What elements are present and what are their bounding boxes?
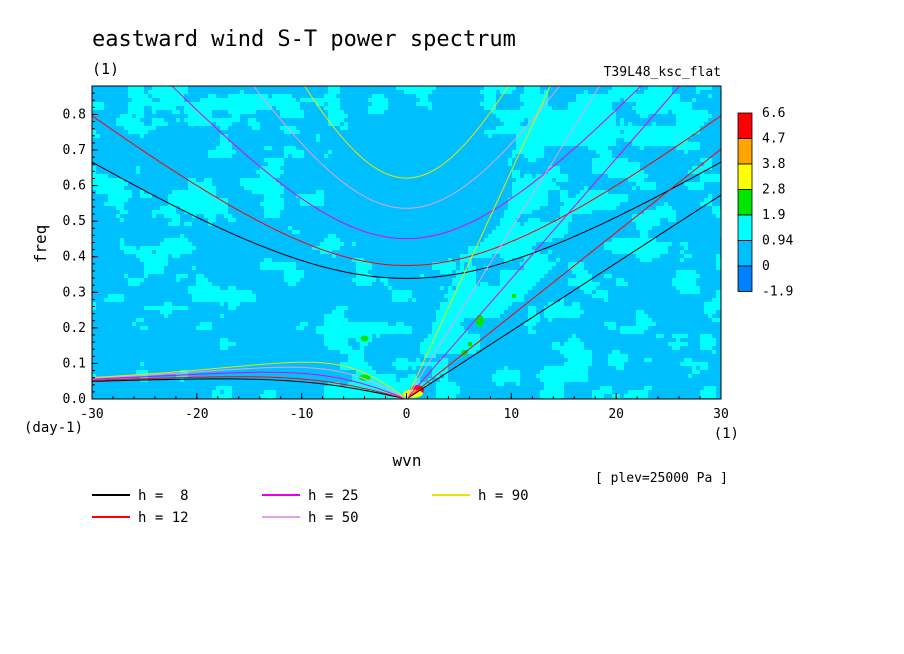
dispersion-curve-er-h25 [92,371,407,399]
x-tick-label: -20 [185,407,208,422]
colorbar-label: 0.94 [762,234,793,249]
colorbar: 6.6 4.7 3.8 2.8 1.9 0.94 0 -1.9 [737,106,793,300]
y-unit-label: (day-1) [24,420,83,436]
y-tick-label: 0.5 [63,214,86,229]
y-tick-label: 0.2 [63,321,86,336]
dispersion-curve-kelvin-h25 [406,86,681,399]
legend-label: h = 12 [138,510,189,526]
colorbar-label: 2.8 [762,183,785,198]
colorbar-label: -1.9 [762,285,793,300]
pressure-level-annotation: [ plev=25000 Pa ] [595,471,728,486]
dispersion-curve-er-h8 [92,378,407,399]
colorbar-label: 0 [762,259,770,274]
y-tick-label: 0.6 [63,179,86,194]
x-tick-label: 20 [608,407,624,422]
y-tick-label: 0.1 [63,356,86,371]
colorbar-swatch [737,189,753,216]
chart-title: eastward wind S-T power spectrum [92,27,516,52]
dispersion-curve-igw-h50 [252,86,561,209]
dispersion-legend: h = 8 h = 12 h = 25 h = 50 h = 90 [92,488,529,526]
x-tick-label: -30 [80,407,103,422]
colorbar-swatch [737,240,753,267]
legend-label: h = 25 [308,488,359,504]
dispersion-curve-er-h12 [92,376,407,399]
dispersion-curves [92,86,721,399]
x-axis-label: wvn [393,451,422,470]
x-tick-label: 0 [403,407,411,422]
dispersion-curve-er-h50 [92,366,407,399]
x-tick-label: -10 [290,407,313,422]
y-axis-label: freq [31,225,50,264]
colorbar-label: 4.7 [762,132,785,147]
chart-subtitle-right: T39L48_ksc_flat [604,65,721,80]
y-tick-label: 0.8 [63,107,86,122]
colorbar-swatch [737,163,753,190]
green-patch [360,335,369,342]
y-axis: 0.0 0.1 0.2 0.3 0.4 0.5 0.6 0.7 0.8 [63,85,98,407]
colorbar-swatch [737,112,753,139]
y-tick-label: 0.0 [63,392,86,407]
green-patch [475,314,484,327]
y-tick-label: 0.7 [63,143,86,158]
colorbar-label: 6.6 [762,106,785,121]
legend-label: h = 8 [138,488,189,504]
y-tick-label: 0.3 [63,285,86,300]
colorbar-label: 1.9 [762,208,785,223]
x-axis: -30 -20 -10 0 10 20 30 [80,393,729,422]
colorbar-label: 3.8 [762,157,785,172]
colorbar-swatch [737,138,753,165]
dispersion-curve-igw-h12 [92,115,721,266]
dispersion-curve-kelvin-h8 [406,194,721,399]
y-tick-label: 0.4 [63,250,87,265]
colorbar-swatch [737,214,753,241]
dispersion-curve-igw-h8 [92,161,721,279]
dispersion-curve-igw-h25 [171,86,642,240]
plot-area [91,85,722,400]
dispersion-curve-kelvin-h50 [406,86,601,399]
dispersion-curve-kelvin-h12 [406,148,721,399]
spectral-power-field [92,86,721,399]
dispersion-curve-er-h90 [92,361,407,399]
x-tick-label: 10 [504,407,520,422]
dispersion-curve-igw-h90 [304,86,509,179]
x-unit-label: (1) [714,426,739,442]
chart-subtitle-left: (1) [92,60,119,78]
legend-label: h = 90 [478,488,529,504]
green-patch [358,374,371,381]
legend-label: h = 50 [308,510,359,526]
x-tick-label: 30 [713,407,729,422]
colorbar-swatch [737,265,753,292]
dispersion-curve-kelvin-h90 [406,86,551,399]
